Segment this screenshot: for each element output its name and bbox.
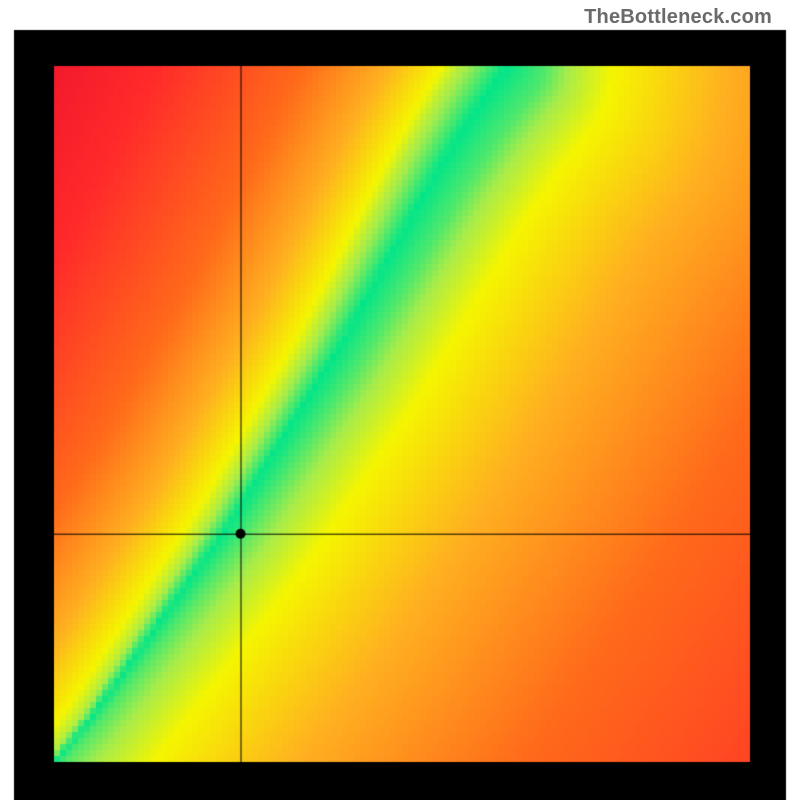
watermark-text: TheBottleneck.com	[584, 6, 772, 29]
bottleneck-heatmap	[0, 0, 800, 800]
